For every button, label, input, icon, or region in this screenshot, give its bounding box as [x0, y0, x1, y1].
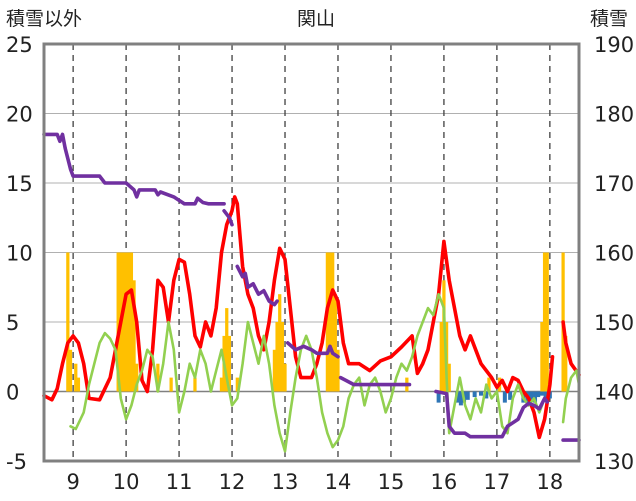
wind-stick — [484, 391, 489, 399]
precip-bar — [280, 322, 284, 392]
precip-bar — [545, 252, 549, 392]
y-left-tick-label: 20 — [6, 103, 33, 127]
precip-bar — [129, 252, 134, 392]
y-right-tick-label: 190 — [594, 33, 634, 57]
y-left-tick-label: 15 — [6, 172, 33, 196]
left-axis-title: 積雪以外 — [6, 8, 82, 30]
temp_min-line — [561, 369, 581, 424]
precip-bar — [124, 252, 128, 392]
snow-line — [285, 341, 340, 359]
x-tick-label: 15 — [378, 470, 405, 494]
x-tick-label: 14 — [325, 470, 352, 494]
wind-stick — [502, 391, 507, 403]
precip-bar — [132, 280, 136, 392]
wind-stick — [465, 391, 470, 400]
y-right-tick-label: 140 — [594, 381, 634, 405]
y-left-tick-label: 0 — [6, 381, 19, 405]
precip-bar — [283, 363, 287, 392]
snow-line — [222, 209, 234, 227]
precip-bar — [439, 322, 443, 392]
precip-bar — [325, 252, 330, 392]
temp_max-line — [42, 195, 555, 440]
y-left-ticks: -5 0 5 10 15 20 25 — [6, 33, 33, 474]
precip-bar — [272, 349, 277, 392]
snow-line — [235, 264, 279, 307]
wind-stick — [508, 391, 513, 400]
snow-line — [42, 132, 226, 206]
y-right-ticks: 130 140 150 160 170 180 190 — [594, 33, 634, 474]
precip-bar — [68, 349, 73, 392]
wind-stick — [458, 391, 463, 406]
precip-bar — [225, 308, 229, 392]
y-left-tick-label: 10 — [6, 242, 33, 266]
precip-bar — [193, 377, 197, 392]
precip-bar — [487, 377, 491, 392]
precip-bar — [76, 377, 81, 392]
precip-bar — [328, 252, 332, 392]
precip-bar — [135, 363, 139, 392]
precip-bar — [278, 294, 282, 392]
plot-frame — [42, 42, 581, 463]
y-left-tick-label: 25 — [6, 33, 33, 57]
precip-bar — [564, 335, 568, 392]
snow-line — [338, 375, 412, 387]
precip-bar — [540, 322, 544, 392]
y-right-tick-label: 150 — [594, 311, 634, 335]
y-right-tick-label: 180 — [594, 103, 634, 127]
precip-bar — [169, 377, 173, 392]
wind-stick — [436, 391, 441, 403]
chart-title: 関山 — [297, 8, 335, 30]
y-left-tick-label: 5 — [6, 311, 19, 335]
x-tick-label: 18 — [536, 470, 563, 494]
precip-bar — [227, 335, 232, 392]
x-tick-label: 12 — [219, 470, 246, 494]
x-tick-label: 13 — [272, 470, 299, 494]
precip-bar — [121, 252, 126, 392]
x-tick-label: 17 — [484, 470, 511, 494]
precip-bar — [333, 294, 337, 392]
temp_max-line — [561, 320, 581, 377]
precip-bar — [331, 252, 335, 392]
precip-bar — [447, 363, 451, 392]
wind-stick — [539, 391, 544, 396]
x-tick-label: 9 — [66, 470, 79, 494]
precip-bar — [275, 322, 279, 392]
precip-bar — [156, 363, 160, 392]
precip-bar — [219, 377, 224, 392]
series-lines — [42, 132, 581, 453]
snow-line — [434, 389, 549, 439]
x-tick-label: 16 — [431, 470, 458, 494]
precip-bar — [235, 377, 239, 392]
y-right-tick-label: 160 — [594, 242, 634, 266]
right-axis-title: 積雪 — [590, 8, 628, 30]
wind-stick — [543, 391, 548, 399]
wind-stick — [533, 391, 538, 403]
y-right-tick-label: 130 — [594, 450, 634, 474]
x-tick-label: 11 — [166, 470, 193, 494]
precip-bar — [66, 252, 70, 392]
x-tick-label: 10 — [113, 470, 140, 494]
wind-stick — [536, 391, 541, 398]
wind-stick — [472, 391, 477, 398]
precip-bar — [116, 252, 120, 392]
y-left-tick-label: -5 — [6, 450, 27, 474]
wind-stick — [479, 391, 484, 396]
precip-bar — [74, 363, 78, 392]
y-right-tick-label: 170 — [594, 172, 634, 196]
x-ticks: 9 10 11 12 13 14 15 16 17 18 — [66, 470, 563, 494]
precip-bar — [127, 252, 131, 392]
precip-bar — [542, 252, 547, 392]
wind-stick — [529, 391, 534, 400]
precip-bar — [336, 349, 340, 392]
